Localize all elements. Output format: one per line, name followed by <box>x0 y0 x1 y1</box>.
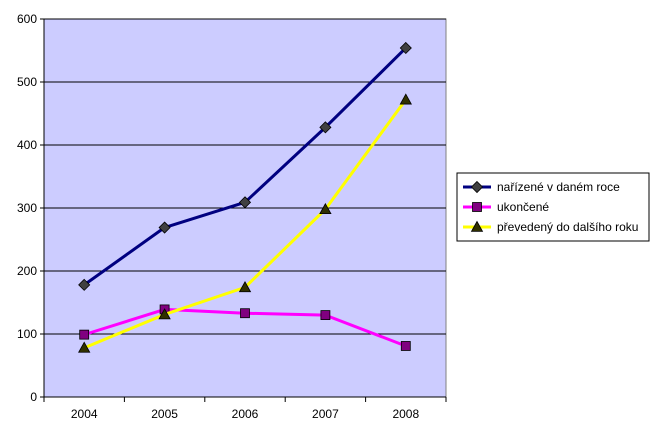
data-point <box>320 310 331 321</box>
y-tick-label: 300 <box>17 201 37 215</box>
x-tick-label: 2008 <box>392 407 419 421</box>
legend-marker <box>472 202 482 212</box>
series-group <box>78 41 412 353</box>
legend-marker <box>470 180 484 194</box>
data-point <box>79 329 90 340</box>
data-point <box>78 341 91 353</box>
y-tick-label: 400 <box>17 138 37 152</box>
gridlines <box>44 18 446 335</box>
data-point <box>319 121 332 134</box>
data-point <box>78 278 91 291</box>
x-axis-ticks: 2004 2005 2006 2007 2008 <box>43 397 447 421</box>
y-tick-label: 500 <box>17 75 37 89</box>
data-point <box>238 196 252 209</box>
data-point <box>319 202 332 215</box>
x-tick-label: 2006 <box>232 407 259 421</box>
legend-marker <box>470 220 484 232</box>
y-axis-ticks: 0 100 200 300 400 500 600 <box>17 12 44 404</box>
data-point <box>399 93 412 105</box>
legend: nařízené v daném roce ukončené převedený d… <box>456 172 650 242</box>
series-3 <box>78 93 412 353</box>
y-tick-label: 100 <box>17 327 37 341</box>
series-1 <box>78 41 412 291</box>
x-tick-label: 2005 <box>151 407 178 421</box>
data-point <box>240 308 250 319</box>
y-tick-label: 200 <box>17 264 37 278</box>
y-tick-label: 0 <box>30 390 37 404</box>
y-tick-label: 600 <box>17 12 37 26</box>
data-point <box>400 341 411 351</box>
x-tick-label: 2004 <box>71 407 98 421</box>
series-2 <box>79 304 411 351</box>
legend-label: převedený do dalšího roku <box>497 220 638 234</box>
data-point <box>158 308 171 320</box>
data-point <box>238 281 252 293</box>
data-point <box>399 41 412 55</box>
legend-label: ukončené <box>497 200 549 214</box>
data-point <box>158 221 171 234</box>
x-tick-label: 2007 <box>312 407 339 421</box>
legend-label: nařízené v daném roce <box>497 180 620 194</box>
